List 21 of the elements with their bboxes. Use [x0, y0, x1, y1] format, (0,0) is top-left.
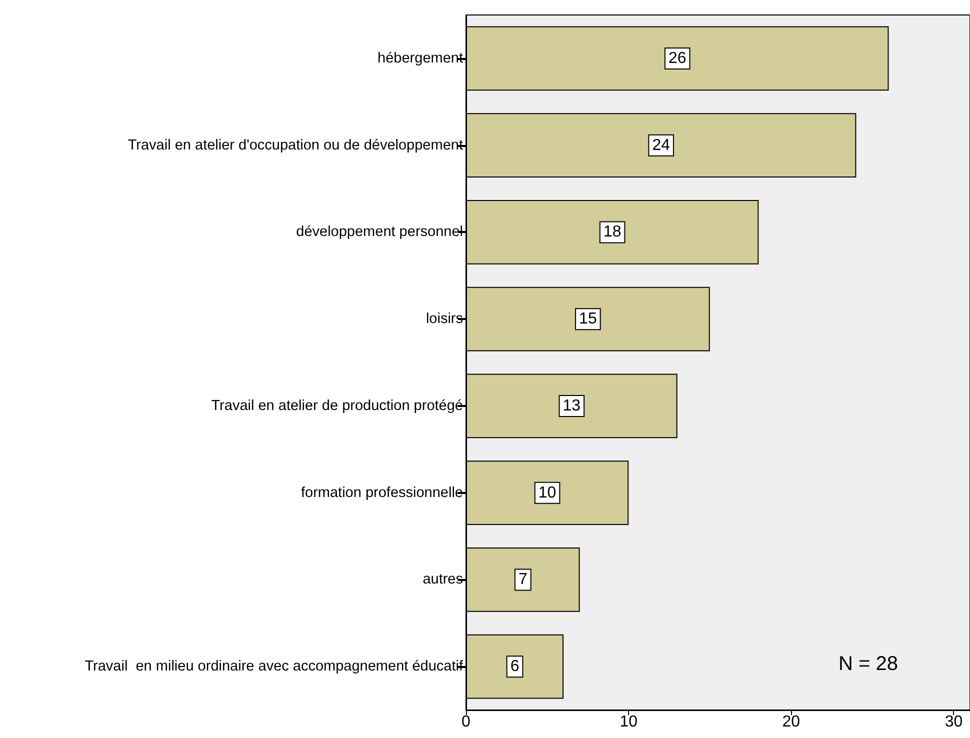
- y-tick-label: développement personnel: [296, 224, 463, 240]
- annotation: N = 28: [838, 653, 898, 675]
- data-label: 6: [510, 658, 520, 676]
- data-label: 24: [652, 136, 670, 154]
- x-tick-label: 30: [944, 714, 963, 730]
- x-tick-label: 0: [462, 714, 471, 730]
- data-label: 15: [579, 310, 597, 328]
- x-tick-label: 10: [620, 714, 638, 730]
- y-tick-label: loisirs: [426, 311, 463, 328]
- data-label: 18: [603, 224, 622, 241]
- data-label: 7: [518, 571, 528, 588]
- y-tick-label: autres: [422, 572, 463, 588]
- data-label: 13: [562, 397, 581, 414]
- y-tick-label: Travail en milieu ordinaire avec accompagnement éducatif: [84, 658, 464, 675]
- y-tick-label: Travail en atelier de production protégé: [211, 398, 463, 414]
- x-tick-label: 20: [782, 714, 800, 730]
- y-tick-label: formation professionnelle: [300, 484, 463, 501]
- y-tick-label: Travail en atelier d'occupation ou de développement: [128, 137, 463, 154]
- data-label: 10: [538, 484, 556, 502]
- y-tick-label: hébergement: [378, 50, 463, 66]
- data-label: 26: [668, 50, 686, 67]
